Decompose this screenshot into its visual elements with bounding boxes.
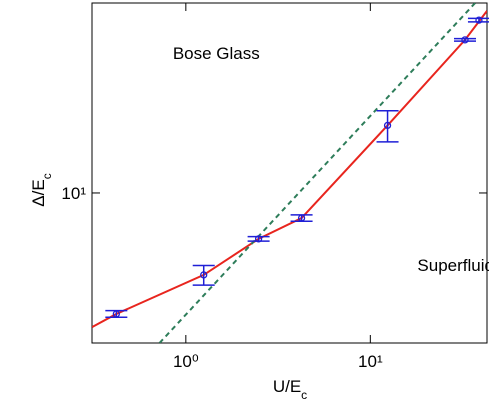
data-point	[112, 310, 120, 318]
y-axis-label: Δ/Ec	[29, 173, 54, 206]
x-tick-label: 10¹	[358, 352, 383, 371]
data-point	[200, 271, 208, 279]
data-point	[461, 36, 469, 44]
annotation: Bose Glass	[173, 44, 260, 63]
data-point	[383, 121, 392, 130]
data-point	[475, 16, 483, 24]
x-tick-label: 10⁰	[173, 352, 199, 371]
plot-frame	[91, 2, 488, 344]
annotation: Superfluid	[417, 256, 489, 275]
series-line	[92, 10, 487, 328]
x-axis-label: U/Ec	[273, 377, 307, 402]
y-tick-label: 10¹	[61, 184, 86, 203]
data-point	[297, 214, 306, 222]
data-point	[254, 235, 263, 243]
